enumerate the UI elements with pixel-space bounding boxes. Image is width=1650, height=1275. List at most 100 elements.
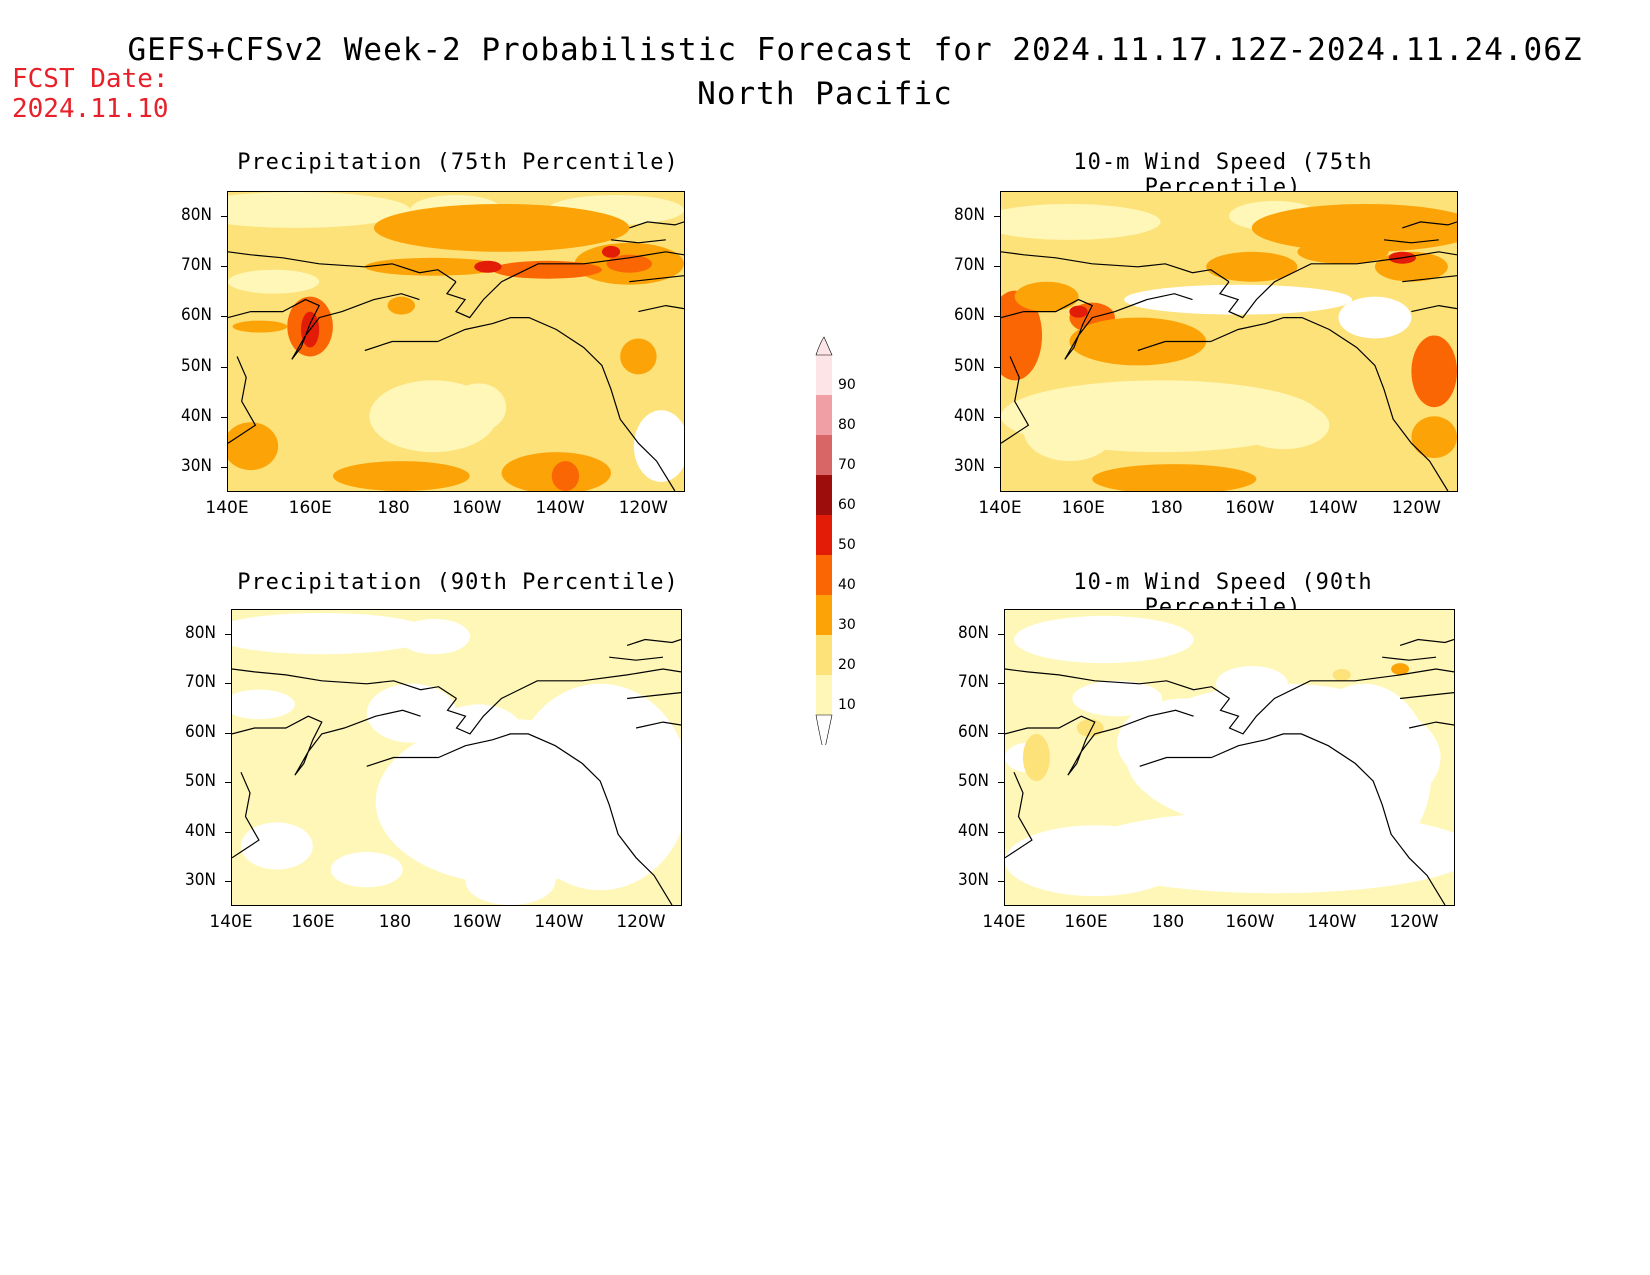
lat-tick-label: 80N bbox=[954, 205, 985, 226]
probability-contour bbox=[1297, 239, 1389, 264]
lat-tick-mark bbox=[221, 366, 227, 368]
lon-tick-label: 120W bbox=[618, 498, 668, 518]
lat-tick-mark bbox=[221, 416, 227, 418]
probability-contour bbox=[1069, 317, 1207, 366]
probability-contour bbox=[398, 618, 470, 655]
map-wind-90 bbox=[1004, 609, 1455, 906]
probability-contour bbox=[1411, 335, 1457, 408]
lat-tick-mark bbox=[225, 782, 231, 784]
lon-tick-label: 180 bbox=[377, 498, 410, 518]
colorbar-level-label: 80 bbox=[838, 417, 856, 433]
coastline bbox=[1137, 340, 1211, 352]
lat-tick-label: 30N bbox=[954, 455, 985, 476]
lat-tick-mark bbox=[998, 831, 1004, 833]
lon-tick-label: 180 bbox=[1150, 498, 1183, 518]
probability-contour bbox=[1092, 464, 1257, 491]
colorbar-segment bbox=[816, 635, 832, 675]
lat-tick-label: 60N bbox=[185, 721, 216, 742]
probability-contour bbox=[601, 245, 621, 258]
coastline bbox=[445, 251, 684, 319]
colorbar-level-label: 40 bbox=[838, 577, 856, 593]
lon-tick-label: 160E bbox=[1064, 912, 1108, 932]
probability-contour bbox=[1022, 733, 1050, 782]
lon-tick-label: 160E bbox=[1061, 498, 1105, 518]
coastline bbox=[232, 772, 260, 859]
lat-tick-mark bbox=[998, 683, 1004, 685]
probability-contour bbox=[465, 857, 556, 905]
region-title: North Pacific bbox=[697, 76, 953, 112]
coastline bbox=[1218, 251, 1457, 319]
coastline bbox=[1402, 275, 1457, 283]
probability-contour bbox=[232, 320, 288, 333]
lon-tick-label: 140E bbox=[978, 498, 1022, 518]
colorbar-level-label: 10 bbox=[838, 697, 856, 713]
lon-tick-label: 140E bbox=[982, 912, 1026, 932]
lat-tick-mark bbox=[998, 633, 1004, 635]
lat-tick-label: 80N bbox=[958, 622, 989, 643]
lat-tick-label: 80N bbox=[185, 622, 216, 643]
coastline bbox=[1005, 709, 1194, 776]
lat-tick-label: 50N bbox=[954, 355, 985, 376]
colorbar-segment bbox=[816, 595, 832, 635]
colorbar-segment bbox=[816, 515, 832, 555]
coastline bbox=[1001, 293, 1193, 360]
lon-tick-label: 140W bbox=[1307, 912, 1357, 932]
panel-title-wind-75: 10-m Wind Speed (75th Percentile) bbox=[1073, 150, 1373, 200]
probability-contour bbox=[1069, 305, 1088, 318]
map-field bbox=[232, 610, 681, 905]
lat-tick-label: 30N bbox=[181, 455, 212, 476]
coastline bbox=[1211, 733, 1446, 905]
lat-tick-mark bbox=[998, 782, 1004, 784]
lat-tick-label: 30N bbox=[958, 870, 989, 891]
coastline bbox=[1139, 756, 1212, 767]
probability-contour bbox=[551, 461, 580, 491]
lat-tick-mark bbox=[994, 416, 1000, 418]
coastline bbox=[437, 316, 676, 491]
colorbar-segment bbox=[816, 395, 832, 435]
lat-tick-mark bbox=[994, 466, 1000, 468]
lat-tick-label: 30N bbox=[185, 870, 216, 891]
coastline bbox=[1005, 772, 1033, 859]
lat-tick-label: 50N bbox=[181, 355, 212, 376]
coastline bbox=[1383, 239, 1439, 244]
coastline bbox=[627, 692, 681, 700]
colorbar-top-extension bbox=[815, 336, 833, 356]
probability-contour bbox=[474, 260, 502, 273]
coastline bbox=[609, 656, 664, 661]
colorbar-segment bbox=[816, 435, 832, 475]
probability-contour bbox=[387, 296, 415, 315]
lat-tick-mark bbox=[225, 683, 231, 685]
lat-tick-label: 70N bbox=[958, 672, 989, 693]
lon-tick-label: 160W bbox=[1225, 498, 1275, 518]
map-precip-90 bbox=[231, 609, 682, 906]
lat-tick-label: 40N bbox=[181, 405, 212, 426]
probability-contour bbox=[1023, 401, 1115, 462]
coastline bbox=[1005, 668, 1230, 700]
lat-tick-label: 60N bbox=[954, 305, 985, 326]
colorbar-level-label: 50 bbox=[838, 537, 856, 553]
coastline bbox=[1399, 638, 1454, 646]
probability-contour bbox=[633, 410, 684, 483]
colorbar-bottom-extension bbox=[815, 714, 833, 745]
probability-contour bbox=[1251, 203, 1457, 252]
probability-contour bbox=[1238, 401, 1330, 450]
coastline bbox=[1411, 304, 1457, 313]
lon-tick-label: 160E bbox=[291, 912, 335, 932]
lat-tick-label: 80N bbox=[181, 205, 212, 226]
coastline bbox=[1219, 668, 1454, 735]
coastline bbox=[638, 304, 684, 313]
probability-contour bbox=[451, 383, 507, 432]
probability-contour bbox=[232, 689, 295, 720]
colorbar-level-label: 60 bbox=[838, 497, 856, 513]
lat-tick-label: 40N bbox=[954, 405, 985, 426]
probability-contour bbox=[1206, 251, 1298, 282]
fcst-date-value: 2024.11.10 bbox=[12, 94, 169, 124]
lat-tick-label: 50N bbox=[185, 771, 216, 792]
lon-tick-label: 160W bbox=[452, 912, 502, 932]
coastline bbox=[232, 709, 421, 776]
lat-tick-mark bbox=[221, 216, 227, 218]
probability-contour bbox=[240, 822, 313, 870]
lat-tick-mark bbox=[998, 732, 1004, 734]
lat-tick-mark bbox=[225, 831, 231, 833]
probability-contour bbox=[364, 257, 502, 276]
